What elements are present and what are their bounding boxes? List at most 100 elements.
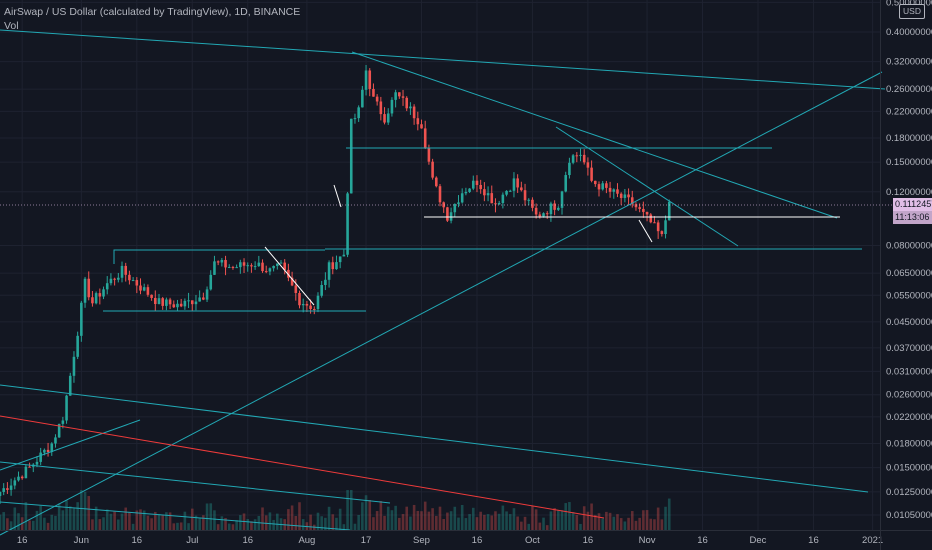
volume-bar xyxy=(375,511,379,530)
time-tick-label: 16 xyxy=(697,535,708,546)
candle-body xyxy=(386,113,390,123)
volume-bar xyxy=(490,515,494,530)
volume-bar xyxy=(438,506,442,530)
candle-body xyxy=(483,189,486,196)
volume-bar xyxy=(405,506,409,530)
candle-body xyxy=(342,254,346,257)
volume-bar xyxy=(527,523,531,530)
candle-body xyxy=(586,162,590,168)
candle-body xyxy=(667,201,671,221)
volume-bar xyxy=(442,518,445,530)
volume-bar xyxy=(154,511,157,530)
candle-body xyxy=(87,278,91,298)
volume-bar xyxy=(176,522,179,530)
volume-bar xyxy=(501,505,505,530)
candle-body xyxy=(283,262,286,270)
volume-bar xyxy=(117,519,120,530)
trendline-descending-from-peak xyxy=(351,51,838,219)
candle-body xyxy=(50,443,54,453)
volume-bar xyxy=(453,506,457,530)
candle-body xyxy=(564,175,568,192)
candle-body xyxy=(6,488,9,490)
volume-bar xyxy=(68,506,72,530)
candle-body xyxy=(146,287,150,295)
candle-body xyxy=(198,297,201,302)
volume-bar xyxy=(412,504,416,530)
candle-body xyxy=(527,199,531,201)
candle-body xyxy=(187,300,190,302)
time-axis[interactable]: 16 Jun 16 Jul 16 Aug 17 Sep 16 Oct 16 Nov 16 Dec 16 202… xyxy=(0,530,932,547)
candle-body xyxy=(449,212,453,221)
volume-bar xyxy=(216,524,220,530)
candle-body xyxy=(80,302,83,336)
candle-body xyxy=(72,356,76,376)
volume-bar xyxy=(161,514,164,530)
candle-body xyxy=(361,89,364,108)
candle-body xyxy=(68,375,72,396)
price-tick-label: 0.12000000 xyxy=(886,187,932,198)
candle-body xyxy=(453,203,457,213)
candle-body xyxy=(401,96,405,98)
candle-body xyxy=(13,480,17,486)
time-tick-label: Jun xyxy=(74,535,89,546)
volume-bar xyxy=(553,508,556,530)
price-tick-label: 0.03100000 xyxy=(886,366,932,377)
candle-body xyxy=(35,461,39,465)
candle-body xyxy=(231,267,235,269)
volume-bar xyxy=(213,510,216,530)
white-diagonal-nov xyxy=(638,219,653,243)
volume-bar xyxy=(187,523,190,530)
trendline-top-long xyxy=(0,29,886,90)
volume-bar xyxy=(586,511,590,530)
volume-bar xyxy=(135,510,139,530)
candle-body xyxy=(253,266,257,268)
volume-bar xyxy=(597,513,601,530)
price-tick-label: 0.32000000 xyxy=(886,57,932,68)
volume-bar xyxy=(667,498,671,530)
candle-body xyxy=(638,207,641,209)
volume-bar xyxy=(361,502,364,530)
volume-bar xyxy=(575,515,579,530)
candle-body xyxy=(250,265,253,267)
volume-bar xyxy=(24,502,28,530)
volume-bar xyxy=(653,519,656,530)
candle-body xyxy=(423,128,427,149)
volume-bar xyxy=(571,512,575,530)
candle-body xyxy=(227,267,231,269)
candle-body xyxy=(346,193,349,255)
time-tick-label: 16 xyxy=(242,535,253,546)
volume-bar xyxy=(386,506,390,530)
range-box-july xyxy=(113,249,325,264)
candle-body xyxy=(76,335,79,357)
currency-badge[interactable]: USD xyxy=(899,4,925,19)
volume-bar xyxy=(534,509,538,530)
volume-bar xyxy=(394,505,397,530)
candle-body xyxy=(183,300,187,307)
candle-body xyxy=(294,285,298,293)
candle-body xyxy=(412,106,416,119)
trendline-lower-mid xyxy=(0,461,391,504)
volume-bar xyxy=(298,502,301,530)
price-tick-label: 0.02600000 xyxy=(886,390,932,401)
volume-bar xyxy=(357,514,360,530)
candle-body xyxy=(2,488,5,492)
volume-bar xyxy=(172,523,176,530)
volume-bar xyxy=(383,515,386,530)
volume-bar xyxy=(150,518,153,530)
volume-bar xyxy=(416,510,420,530)
price-axis[interactable]: 0.500000000.400000000.320000000.26000000… xyxy=(880,0,932,550)
candle-body xyxy=(383,114,386,123)
volume-bar xyxy=(568,502,571,530)
volume-bar xyxy=(335,517,338,530)
candle-body xyxy=(460,193,464,203)
candle-body xyxy=(9,485,13,490)
volume-bar xyxy=(401,514,405,530)
volume-bar xyxy=(309,514,312,530)
trendline-red xyxy=(0,415,605,519)
candle-body xyxy=(261,262,264,272)
price-tick-label: 0.40000000 xyxy=(886,27,932,38)
volume-bar xyxy=(105,509,109,530)
candle-body xyxy=(83,278,87,303)
volume-bar xyxy=(582,506,586,530)
